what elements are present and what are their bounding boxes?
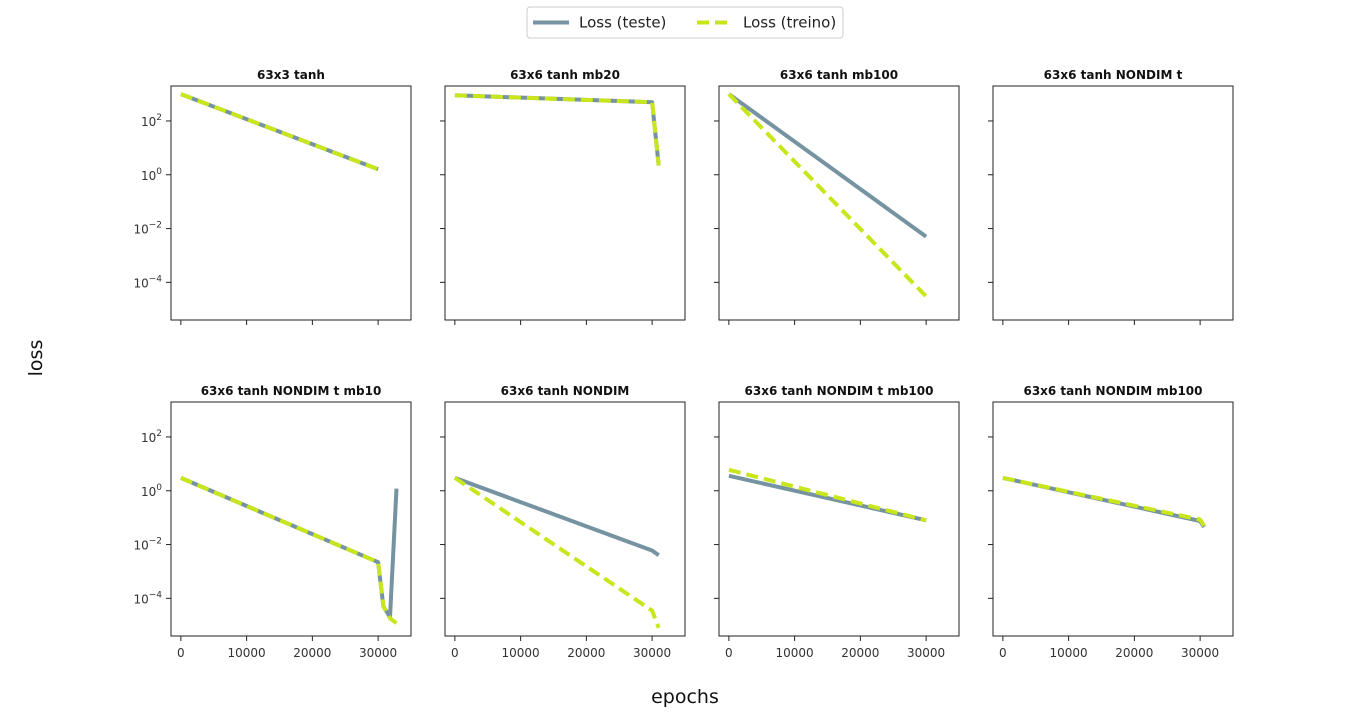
subplot-title: 63x6 tanh NONDIM [501,384,630,398]
series-group [727,92,928,298]
plot-frame [444,85,686,321]
subplot-title: 63x6 tanh NONDIM mb100 [1023,384,1202,398]
series-group [454,93,661,166]
subplot-7: 63x6 tanh NONDIM mb100 0 10000 20000 30000 [988,384,1234,660]
y-tick-label: 100 [141,167,162,183]
legend-label-0: Loss (teste) [579,14,666,32]
subplot-title: 63x6 tanh NONDIM t [1044,68,1183,82]
plot-frame [170,401,412,637]
y-tick-label: 10−4 [133,274,162,290]
x-tick-label: 20000 [567,646,605,660]
y-tick-label: 100 [141,483,162,499]
x-tick-label: 30000 [1181,646,1219,660]
x-tick-label: 20000 [293,646,331,660]
x-tick-label: 20000 [841,646,879,660]
x-tick-label: 10000 [1050,646,1088,660]
series-line-treino [453,476,661,629]
series-line-treino [454,93,661,166]
x-tick-label: 0 [725,646,733,660]
x-axis-label: epochs [651,686,719,708]
subplot-3: 63x6 tanh NONDIM t [988,68,1234,325]
subplot-title: 63x6 tanh NONDIM t mb100 [745,384,934,398]
series-line-treino [180,476,398,625]
subplot-title: 63x3 tanh [257,68,325,82]
y-tick-label: 10−2 [133,221,162,237]
x-tick-label: 30000 [907,646,945,660]
y-tick-label: 10−2 [133,537,162,553]
x-tick-label: 0 [999,646,1007,660]
series-group [1002,475,1206,529]
y-tick-label: 102 [141,113,162,129]
series-line-teste [180,92,379,172]
series-line-treino [728,467,927,523]
x-tick-label: 0 [177,646,185,660]
subplot-0: 63x3 tanh 102 100 10−2 10−4 [133,68,412,325]
y-axis-label: loss [25,340,47,377]
x-tick-label: 20000 [1115,646,1153,660]
subplot-grid: 63x3 tanh 102 100 10−2 10−4 63x6 tanh mb20 63x… [133,68,1234,660]
x-tick-label: 10000 [502,646,540,660]
legend-label-1: Loss (treino) [743,14,836,32]
series-group [453,476,661,629]
series-group [180,92,379,172]
subplot-2: 63x6 tanh mb100 [714,68,960,325]
series-group [728,467,927,523]
series-line-teste [454,476,660,557]
x-tick-label: 30000 [633,646,671,660]
series-line-treino [1002,475,1206,527]
y-tick-label: 102 [141,429,162,445]
series-line-teste [727,92,928,239]
x-tick-label: 10000 [228,646,266,660]
subplot-title: 63x6 tanh mb100 [780,68,898,82]
y-tick-label: 10−4 [133,590,162,606]
legend-frame [526,6,844,39]
legend: Loss (teste) Loss (treino) [526,6,844,39]
x-tick-label: 30000 [359,646,397,660]
plot-frame [992,85,1234,321]
series-group [180,476,399,625]
x-tick-label: 0 [451,646,459,660]
x-tick-label: 10000 [776,646,814,660]
subplot-title: 63x6 tanh mb20 [510,68,620,82]
subplot-4: 63x6 tanh NONDIM t mb10 0 10000 20000 30000 1… [133,384,412,660]
plot-frame [170,85,412,321]
series-line-treino [727,92,928,298]
subplot-5: 63x6 tanh NONDIM 0 10000 20000 30000 [440,384,686,660]
subplot-6: 63x6 tanh NONDIM t mb100 0 10000 20000 30000 [714,384,960,660]
subplot-1: 63x6 tanh mb20 [440,68,686,325]
subplot-title: 63x6 tanh NONDIM t mb10 [201,384,382,398]
